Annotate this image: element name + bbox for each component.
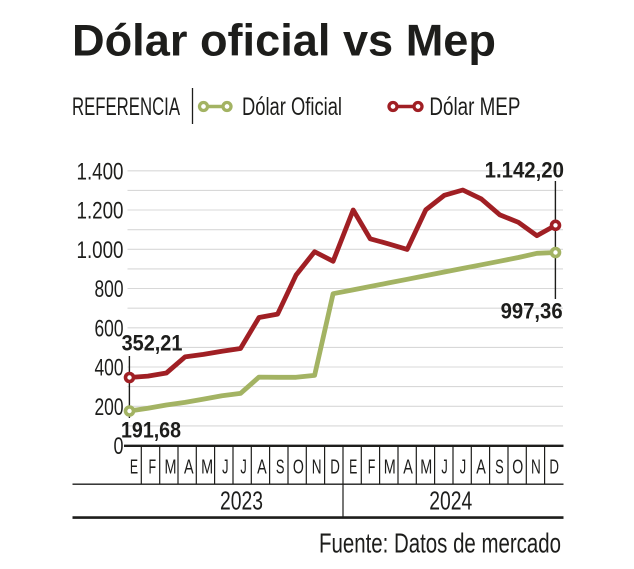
svg-text:400: 400: [95, 355, 124, 382]
svg-text:M: M: [384, 455, 396, 478]
svg-text:REFERENCIA: REFERENCIA: [72, 93, 180, 121]
svg-text:S: S: [276, 455, 285, 478]
svg-text:A: A: [184, 455, 194, 478]
svg-text:Dólar MEP: Dólar MEP: [429, 93, 520, 121]
svg-text:J: J: [441, 455, 447, 478]
svg-text:1.142,20: 1.142,20: [485, 158, 564, 183]
svg-text:O: O: [293, 455, 304, 478]
svg-text:M: M: [165, 455, 177, 478]
svg-text:J: J: [460, 455, 466, 478]
svg-text:D: D: [549, 455, 559, 478]
svg-text:600: 600: [95, 315, 124, 342]
svg-text:Dólar Oficial: Dólar Oficial: [242, 93, 342, 121]
svg-text:1.400: 1.400: [77, 158, 124, 185]
svg-text:352,21: 352,21: [122, 331, 183, 356]
svg-text:2023: 2023: [220, 486, 263, 516]
svg-text:J: J: [240, 455, 246, 478]
svg-text:191,68: 191,68: [121, 417, 181, 442]
svg-text:N: N: [312, 455, 322, 478]
svg-text:D: D: [330, 455, 340, 478]
svg-text:1.200: 1.200: [77, 198, 124, 225]
svg-text:Fuente: Datos de mercado: Fuente: Datos de mercado: [319, 528, 561, 559]
svg-text:O: O: [512, 455, 523, 478]
svg-text:1.000: 1.000: [77, 237, 124, 264]
svg-text:S: S: [495, 455, 504, 478]
svg-text:200: 200: [95, 394, 124, 421]
svg-text:M: M: [201, 455, 213, 478]
svg-text:N: N: [531, 455, 541, 478]
svg-text:E: E: [130, 455, 138, 478]
svg-text:A: A: [257, 455, 267, 478]
svg-text:A: A: [476, 455, 486, 478]
svg-text:997,36: 997,36: [501, 298, 563, 323]
svg-text:0: 0: [114, 433, 124, 460]
svg-text:J: J: [222, 455, 228, 478]
svg-text:F: F: [368, 455, 376, 478]
svg-text:E: E: [349, 455, 357, 478]
svg-text:Dólar oficial vs Mep: Dólar oficial vs Mep: [72, 16, 496, 65]
svg-text:800: 800: [95, 276, 124, 303]
svg-text:2024: 2024: [429, 486, 472, 516]
svg-text:M: M: [420, 455, 432, 478]
svg-text:F: F: [149, 455, 157, 478]
svg-text:A: A: [403, 455, 413, 478]
